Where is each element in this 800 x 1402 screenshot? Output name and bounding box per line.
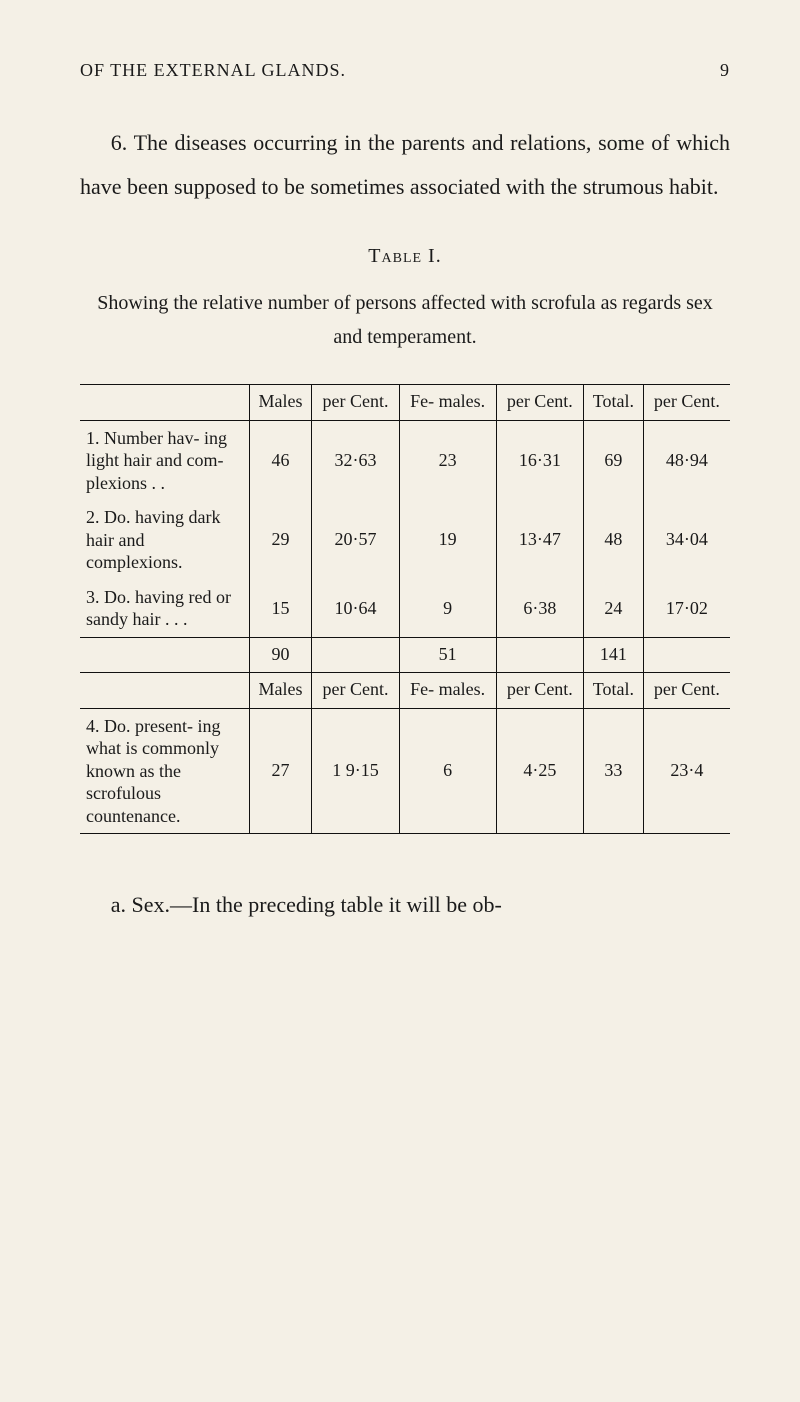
cell-total: 24 bbox=[583, 580, 643, 638]
table-header-row: Males per Cent. Fe- males. per Cent. Tot… bbox=[80, 385, 730, 421]
cell-percent: 34·04 bbox=[643, 500, 730, 580]
header-total: Total. bbox=[583, 385, 643, 421]
cell-males: 46 bbox=[249, 420, 312, 500]
cell-females: 9 bbox=[399, 580, 496, 638]
header-males: Males bbox=[249, 673, 312, 709]
table-totals-row: 90 51 141 bbox=[80, 637, 730, 673]
cell-percent: 1 9·15 bbox=[312, 708, 399, 834]
cell-males: 27 bbox=[249, 708, 312, 834]
totals-stub bbox=[80, 637, 249, 673]
cell-percent: 32·63 bbox=[312, 420, 399, 500]
table-header-row: Males per Cent. Fe- males. per Cent. Tot… bbox=[80, 673, 730, 709]
totals-females: 51 bbox=[399, 637, 496, 673]
header-percent: per Cent. bbox=[312, 673, 399, 709]
totals-total: 141 bbox=[583, 637, 643, 673]
table-row: 2. Do. having dark hair and complexions.… bbox=[80, 500, 730, 580]
cell-percent: 6·38 bbox=[496, 580, 583, 638]
cell-total: 69 bbox=[583, 420, 643, 500]
running-head: OF THE EXTERNAL GLANDS. 9 bbox=[80, 60, 730, 81]
page-number: 9 bbox=[700, 60, 730, 81]
header-total: Total. bbox=[583, 673, 643, 709]
row-label: 3. Do. having red or sandy hair . . . bbox=[80, 580, 249, 638]
totals-blank bbox=[496, 637, 583, 673]
table-caption: Showing the relative number of persons a… bbox=[95, 286, 715, 354]
cell-females: 6 bbox=[399, 708, 496, 834]
data-table: Males per Cent. Fe- males. per Cent. Tot… bbox=[80, 384, 730, 834]
row-label: 1. Number hav- ing light hair and com- p… bbox=[80, 420, 249, 500]
cell-percent: 20·57 bbox=[312, 500, 399, 580]
header-percent: per Cent. bbox=[643, 673, 730, 709]
totals-blank bbox=[312, 637, 399, 673]
table-label: Table I. bbox=[80, 245, 730, 268]
header-males: Males bbox=[249, 385, 312, 421]
cell-total: 48 bbox=[583, 500, 643, 580]
footer-paragraph: a. Sex.—In the preceding table it will b… bbox=[80, 884, 730, 926]
totals-blank bbox=[643, 637, 730, 673]
header-stub bbox=[80, 385, 249, 421]
row-label: 4. Do. present- ing what is commonly kno… bbox=[80, 708, 249, 834]
page: OF THE EXTERNAL GLANDS. 9 6. The disease… bbox=[0, 0, 800, 1402]
cell-percent: 23·4 bbox=[643, 708, 730, 834]
cell-percent: 13·47 bbox=[496, 500, 583, 580]
cell-percent: 10·64 bbox=[312, 580, 399, 638]
cell-males: 15 bbox=[249, 580, 312, 638]
table-row: 4. Do. present- ing what is commonly kno… bbox=[80, 708, 730, 834]
row-label: 2. Do. having dark hair and complexions. bbox=[80, 500, 249, 580]
header-percent: per Cent. bbox=[643, 385, 730, 421]
intro-paragraph: 6. The diseases occurring in the parents… bbox=[80, 121, 730, 209]
header-percent: per Cent. bbox=[496, 673, 583, 709]
cell-percent: 48·94 bbox=[643, 420, 730, 500]
header-females: Fe- males. bbox=[399, 385, 496, 421]
header-percent: per Cent. bbox=[496, 385, 583, 421]
table-row: 3. Do. having red or sandy hair . . . 15… bbox=[80, 580, 730, 638]
cell-total: 33 bbox=[583, 708, 643, 834]
totals-males: 90 bbox=[249, 637, 312, 673]
header-females: Fe- males. bbox=[399, 673, 496, 709]
cell-males: 29 bbox=[249, 500, 312, 580]
cell-percent: 16·31 bbox=[496, 420, 583, 500]
cell-percent: 4·25 bbox=[496, 708, 583, 834]
running-title: OF THE EXTERNAL GLANDS. bbox=[80, 60, 346, 81]
cell-females: 23 bbox=[399, 420, 496, 500]
header-percent: per Cent. bbox=[312, 385, 399, 421]
cell-females: 19 bbox=[399, 500, 496, 580]
header-stub bbox=[80, 673, 249, 709]
table-row: 1. Number hav- ing light hair and com- p… bbox=[80, 420, 730, 500]
cell-percent: 17·02 bbox=[643, 580, 730, 638]
